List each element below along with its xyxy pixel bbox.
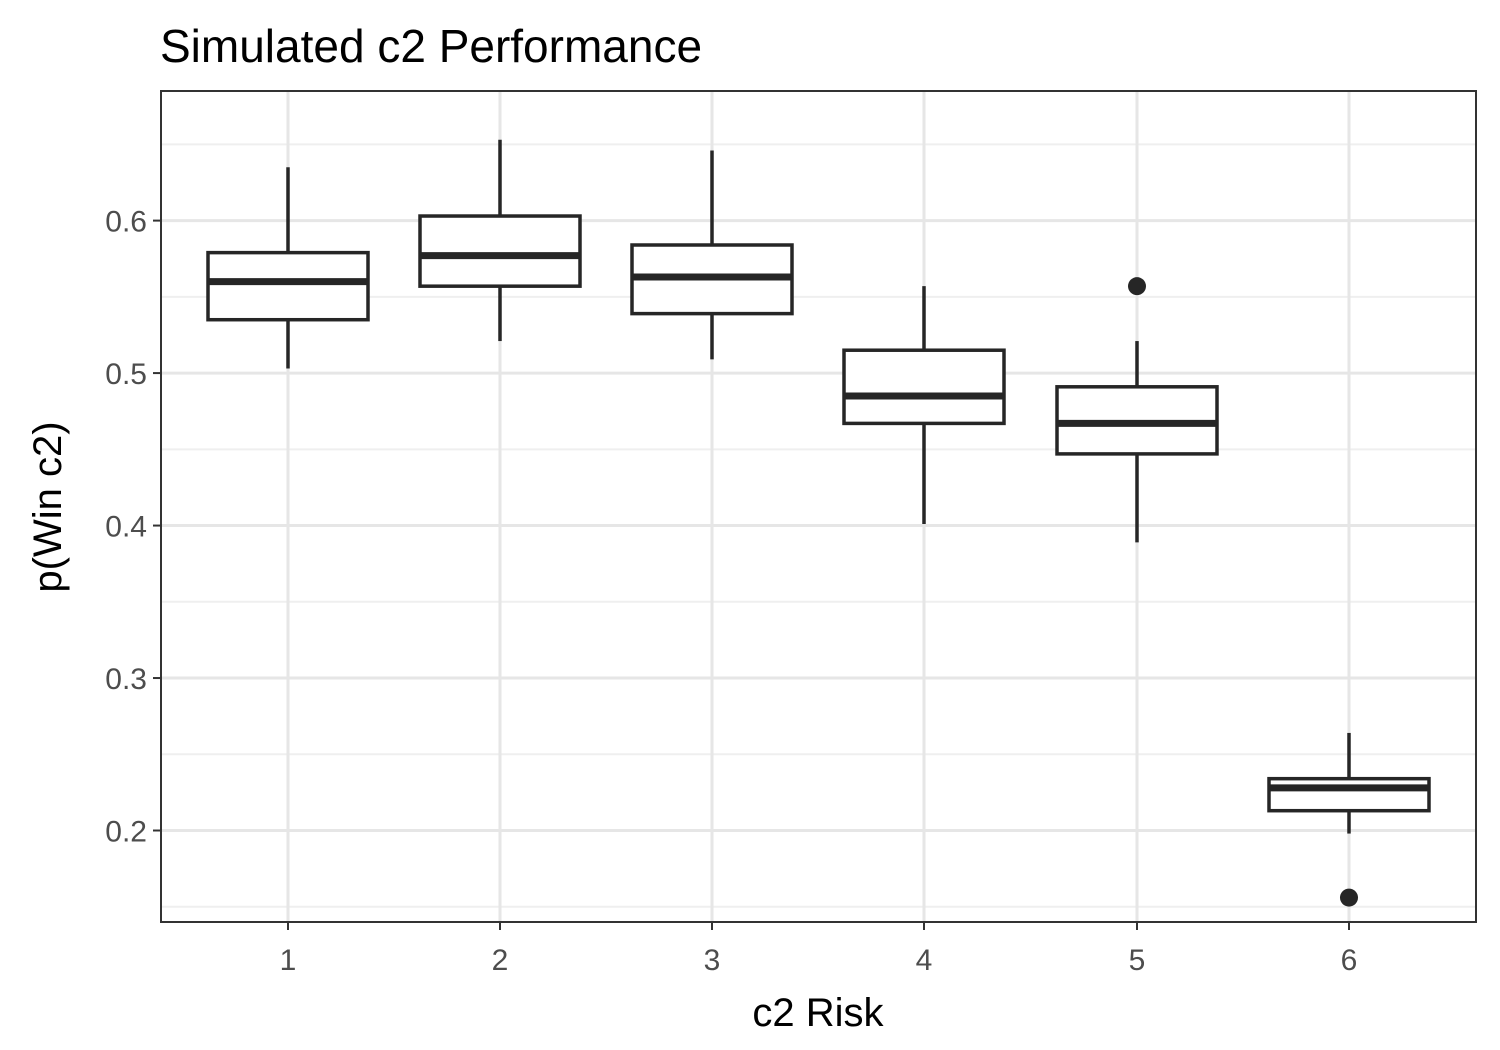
chart-title: Simulated c2 Performance: [160, 20, 702, 72]
box-group-1: [206, 167, 370, 369]
y-tick-label: 0.5: [105, 358, 147, 391]
x-tick-label: 2: [492, 944, 509, 977]
x-axis-title: c2 Risk: [752, 991, 884, 1035]
x-axis: 1 2 3 4 5 6: [280, 922, 1358, 977]
box: [1267, 776, 1431, 813]
box-group-3: [630, 150, 794, 360]
boxes: [206, 139, 1431, 907]
box-group-5: [1055, 277, 1219, 543]
x-tick-label: 6: [1341, 944, 1358, 977]
box-group-2: [418, 139, 582, 342]
box-group-4: [842, 286, 1006, 525]
y-tick-label: 0.6: [105, 206, 147, 239]
y-tick-label: 0.4: [105, 511, 147, 544]
box: [418, 214, 582, 288]
x-tick-label: 5: [1129, 944, 1146, 977]
x-tick-label: 3: [704, 944, 721, 977]
outlier-point: [1340, 888, 1358, 907]
x-tick-label: 1: [280, 944, 297, 977]
y-tick-label: 0.3: [105, 663, 147, 696]
box: [842, 348, 1006, 426]
box-group-6: [1267, 732, 1431, 907]
y-tick-label: 0.2: [105, 816, 147, 849]
panel-border: [160, 90, 1477, 923]
y-axis-title: p(Win c2): [26, 421, 70, 592]
outlier-point: [1128, 277, 1146, 296]
y-axis: 0.2 0.3 0.4 0.5 0.6: [105, 206, 161, 849]
box: [206, 250, 370, 322]
x-tick-label: 4: [916, 944, 933, 977]
